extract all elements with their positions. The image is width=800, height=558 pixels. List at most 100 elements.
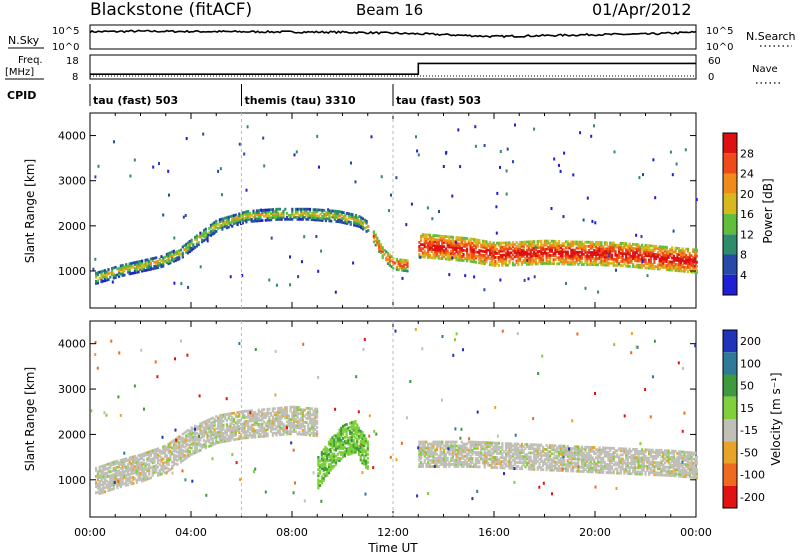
echo-point — [94, 175, 96, 178]
echo-point — [367, 461, 369, 464]
echo-point — [478, 239, 480, 242]
echo-point — [202, 133, 204, 136]
echo-point — [276, 284, 278, 287]
echo-point — [572, 173, 574, 176]
echo-point — [590, 135, 592, 138]
freq-left-tick-bottom: 8 — [72, 72, 78, 83]
echo-point — [152, 166, 154, 169]
echo-point — [583, 219, 585, 222]
echo-point — [130, 175, 132, 178]
echo-point — [346, 423, 348, 426]
echo-point — [109, 276, 111, 279]
echo-point — [431, 217, 433, 220]
echo-point — [540, 240, 542, 243]
echo-point — [92, 268, 94, 271]
echo-point — [166, 454, 168, 457]
echo-point — [524, 279, 526, 282]
echo-point — [670, 151, 672, 154]
echo-point — [185, 214, 187, 217]
echo-point — [220, 167, 222, 170]
echo-point — [303, 235, 305, 238]
echo-point — [94, 258, 96, 261]
echo-point — [512, 160, 514, 163]
echo-point — [419, 256, 421, 259]
echo-point — [286, 406, 288, 409]
echo-point — [696, 198, 698, 201]
echo-point — [452, 236, 454, 239]
echo-point — [593, 124, 595, 127]
echo-point — [654, 196, 656, 199]
echo-point — [231, 225, 233, 228]
echo-point — [635, 234, 637, 237]
echo-point — [279, 208, 281, 211]
echo-point — [162, 458, 164, 461]
echo-point — [180, 282, 182, 285]
noise-right-label: N.Search — [746, 30, 796, 43]
echo-point — [330, 220, 332, 223]
beam-title: Beam 16 — [356, 1, 423, 19]
cpid-segment-label: tau (fast) 503 — [93, 94, 178, 107]
echo-point — [671, 246, 673, 249]
noise-left-label: N.Sky — [8, 34, 40, 47]
echo-point — [113, 140, 115, 143]
cpid-segment-label: themis (tau) 3310 — [245, 94, 357, 107]
echo-point — [673, 230, 675, 233]
echo-point — [239, 143, 241, 146]
echo-point — [496, 192, 498, 195]
echo-point — [221, 193, 223, 196]
echo-point — [367, 441, 369, 444]
echo-point — [318, 166, 320, 169]
echo-point — [501, 442, 503, 445]
cpid-segment-label: tau (fast) 503 — [396, 94, 481, 107]
echo-point — [514, 124, 516, 127]
echo-point — [107, 278, 109, 281]
echo-point — [199, 449, 201, 452]
echo-point — [406, 270, 408, 273]
echo-point — [642, 260, 644, 263]
echo-point — [304, 425, 306, 428]
echo-point — [608, 254, 610, 257]
echo-point — [427, 206, 429, 209]
echo-point — [457, 128, 459, 131]
echo-point — [696, 249, 698, 252]
echo-point — [378, 240, 380, 243]
echo-point — [148, 463, 150, 466]
echo-point — [402, 277, 404, 280]
echo-point — [207, 234, 209, 237]
echo-point — [591, 220, 593, 223]
echo-point — [98, 165, 100, 168]
echo-point — [614, 250, 616, 253]
echo-point — [455, 441, 457, 444]
echo-point — [526, 259, 528, 262]
echo-point — [343, 211, 345, 214]
echo-point — [355, 214, 357, 217]
echo-point — [356, 424, 358, 427]
echo-point — [351, 213, 353, 216]
echo-point — [498, 264, 500, 267]
echo-point — [230, 275, 232, 278]
echo-point — [500, 150, 502, 153]
echo-point — [221, 228, 223, 231]
echo-point — [367, 465, 369, 468]
echo-point — [366, 220, 368, 223]
echo-point — [381, 175, 383, 178]
echo-point — [301, 260, 303, 263]
cpid-panel: tau (fast) 503 themis (tau) 3310 tau (fast… — [90, 84, 481, 107]
echo-point — [451, 257, 453, 260]
echo-point — [123, 274, 125, 277]
echo-point — [615, 269, 617, 272]
echo-point — [587, 197, 589, 200]
echo-point — [455, 241, 457, 244]
echo-point — [645, 258, 647, 261]
echo-point — [464, 274, 466, 277]
echo-point — [316, 135, 318, 138]
echo-point — [134, 159, 136, 162]
echo-point — [499, 279, 501, 282]
echo-point — [696, 269, 698, 272]
echo-point — [182, 252, 184, 255]
y-tick-label: 3000 — [58, 175, 86, 188]
noise-panel: N.Sky 10^5 10^0 10^5 10^0 N.Search — [8, 25, 796, 53]
echo-point — [506, 193, 508, 196]
echo-point — [563, 459, 565, 462]
